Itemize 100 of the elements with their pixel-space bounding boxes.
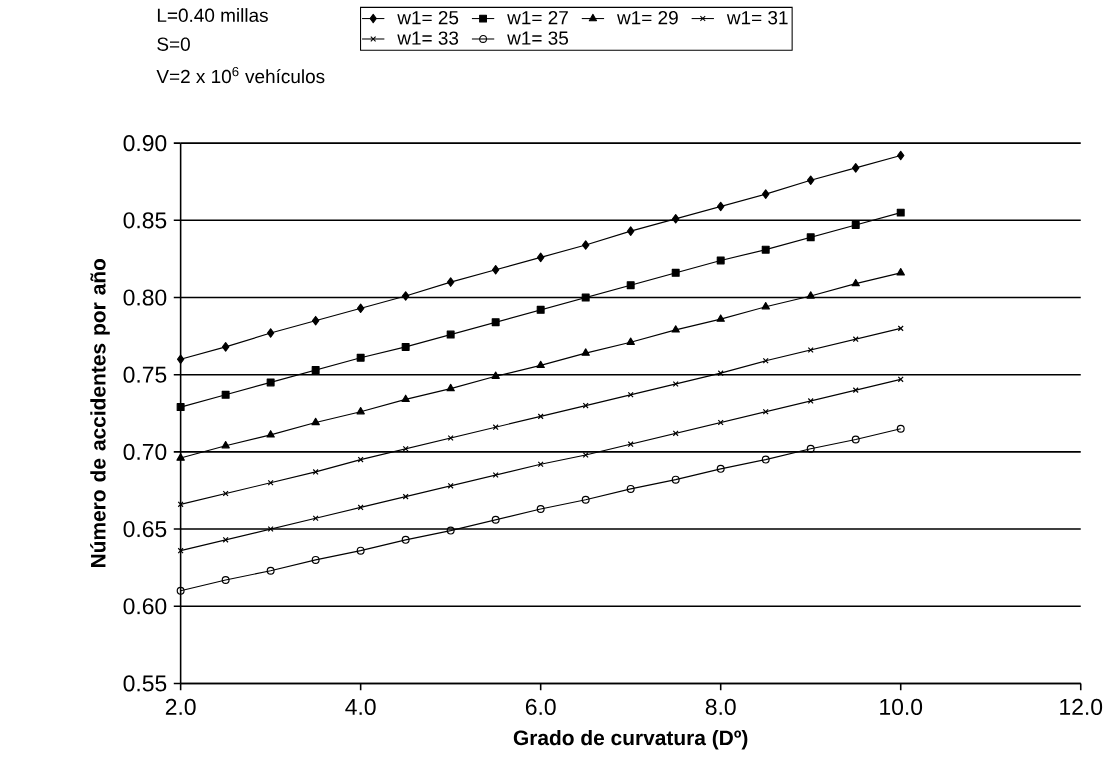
point <box>717 419 724 426</box>
y-tick-label: 0.55 <box>123 675 167 692</box>
point <box>491 318 500 327</box>
point <box>536 306 545 314</box>
point <box>446 330 455 339</box>
point <box>762 357 769 364</box>
y-tick-label: 0.85 <box>123 212 167 229</box>
legend-label: w1= 29 <box>617 11 678 25</box>
y-tick-label: 0.65 <box>123 521 167 538</box>
text: V=2 x 10$^{6}$ vehículos <box>156 67 325 84</box>
point <box>581 495 590 504</box>
point <box>446 526 455 535</box>
point <box>401 291 410 301</box>
point <box>402 445 409 452</box>
point <box>716 464 725 473</box>
point <box>222 490 229 497</box>
point <box>491 515 500 524</box>
point <box>401 343 410 352</box>
point <box>582 402 589 409</box>
point <box>357 504 364 511</box>
x-tick-label: 6.0 <box>525 698 556 716</box>
point <box>492 472 499 479</box>
point <box>311 366 320 375</box>
point <box>851 163 860 173</box>
point <box>716 314 725 322</box>
point <box>266 328 275 338</box>
point <box>176 453 185 461</box>
point <box>626 226 635 237</box>
legend-label: w1= 27 <box>507 11 568 25</box>
x-tick-label: 12.0 <box>1060 698 1103 716</box>
point <box>447 482 454 489</box>
point <box>761 189 770 199</box>
point <box>896 424 905 433</box>
point <box>311 316 320 326</box>
legend-label: w1= 25 <box>397 11 459 25</box>
point <box>852 336 859 343</box>
point <box>852 387 859 394</box>
point <box>761 302 770 310</box>
legend-label: w1= 31 <box>726 11 788 25</box>
point <box>401 535 410 544</box>
point <box>761 245 770 254</box>
legend-label: w1= 35 <box>507 31 569 45</box>
point <box>221 342 230 352</box>
point <box>716 201 725 212</box>
point <box>671 268 680 277</box>
point <box>311 556 320 565</box>
point <box>176 354 185 365</box>
point <box>896 268 905 276</box>
point <box>221 390 230 399</box>
point <box>356 353 365 362</box>
point <box>582 452 589 459</box>
point <box>267 526 274 533</box>
x-tick-label: 4.0 <box>345 698 376 716</box>
point <box>222 536 229 543</box>
x-tick-label: 2.0 <box>165 698 196 716</box>
point <box>356 303 365 314</box>
y-tick-label: 0.60 <box>123 598 167 615</box>
point <box>491 265 500 275</box>
y-tick-label: 0.80 <box>123 289 167 306</box>
point <box>851 221 860 230</box>
point <box>266 430 275 438</box>
point <box>581 293 590 302</box>
point <box>356 546 365 555</box>
point <box>267 479 274 486</box>
point <box>176 586 185 595</box>
point <box>447 435 454 442</box>
point <box>221 441 230 449</box>
point <box>312 515 319 522</box>
point <box>446 277 455 287</box>
point <box>807 398 814 405</box>
point <box>401 394 410 403</box>
point <box>581 348 590 356</box>
point <box>492 424 499 431</box>
point <box>896 150 905 161</box>
point <box>806 233 815 242</box>
text: S=0 <box>157 37 190 52</box>
point <box>671 475 680 484</box>
point <box>536 360 545 369</box>
point <box>806 175 815 186</box>
point <box>446 383 455 392</box>
point <box>176 403 185 412</box>
point <box>806 291 815 299</box>
point <box>627 441 634 448</box>
legend-label: w1= 33 <box>397 31 459 45</box>
point <box>537 461 544 468</box>
point <box>221 576 230 585</box>
point <box>626 485 635 494</box>
point <box>312 469 319 476</box>
x-tick-label: 10.0 <box>880 698 923 716</box>
x-axis-title: Grado de curvatura (Dº) <box>513 730 748 750</box>
point <box>807 347 814 354</box>
point <box>716 256 725 265</box>
point <box>672 381 679 388</box>
point <box>806 444 815 453</box>
point <box>671 214 680 224</box>
point <box>356 407 365 415</box>
point <box>581 240 590 250</box>
point <box>311 417 320 426</box>
point <box>671 325 680 333</box>
point <box>536 252 545 263</box>
